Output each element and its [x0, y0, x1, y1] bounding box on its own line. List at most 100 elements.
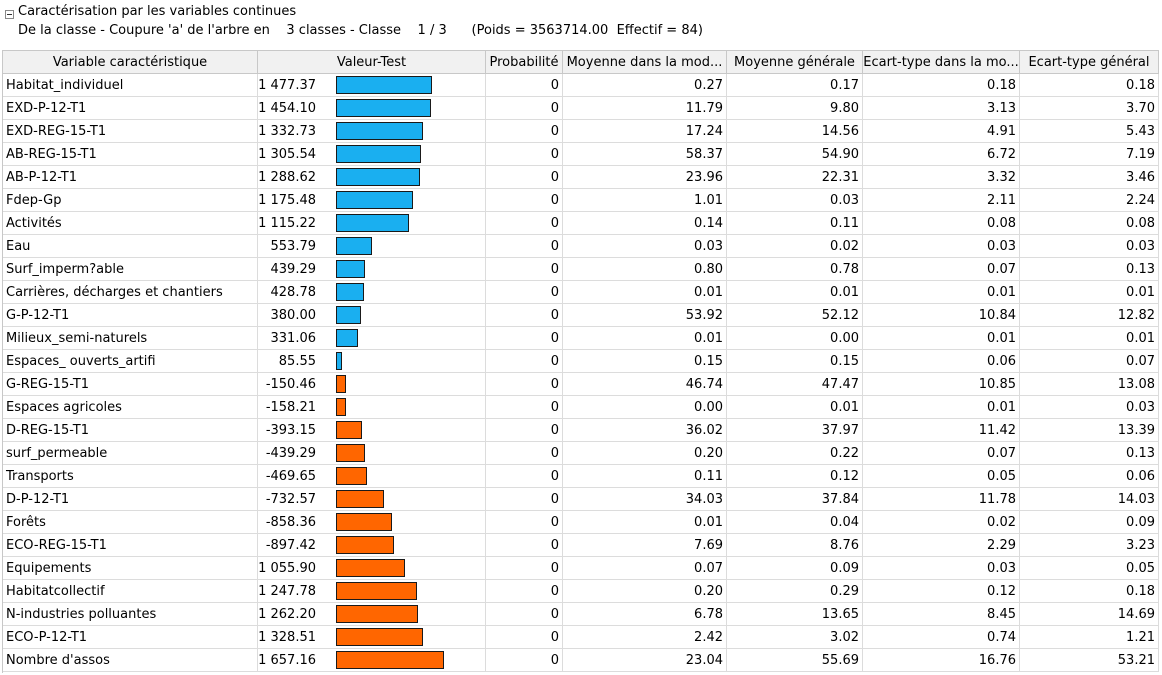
valeur-test-value: -858.36 [265, 515, 316, 530]
cell-valeur-test: -393.15 [258, 419, 486, 442]
cell-moyenne-modalite: 6.78 [563, 603, 727, 626]
table-row[interactable]: Espaces_ ouverts_artifi 85.55 0 0.15 0.15 0.0… [3, 350, 1159, 373]
table-row[interactable]: D-REG-15-T1 -393.15 0 36.02 37.97 11.42 13.39 [3, 419, 1159, 442]
cell-moyenne-modalite: 7.69 [563, 534, 727, 557]
cell-valeur-test: 1 332.73 [258, 120, 486, 143]
negative-bar [336, 513, 392, 531]
cell-ecart-type-general: 5.43 [1020, 120, 1159, 143]
valeur-test-value: 439.29 [270, 262, 317, 277]
cell-probabilite: 0 [486, 396, 563, 419]
negative-bar [336, 421, 362, 439]
negative-bar [336, 444, 365, 462]
cell-probabilite: 0 [486, 488, 563, 511]
cell-variable: Espaces_ ouverts_artifi [3, 350, 258, 373]
column-header-moyenne-modalite[interactable]: Moyenne dans la mod... [563, 51, 727, 74]
table-row[interactable]: N-industries polluantes -1 262.20 0 6.78 13.… [3, 603, 1159, 626]
cell-variable: Espaces agricoles [3, 396, 258, 419]
cell-moyenne-generale: 0.29 [727, 580, 863, 603]
table-row[interactable]: EXD-REG-15-T1 1 332.73 0 17.24 14.56 4.91 5.43 [3, 120, 1159, 143]
cell-valeur-test: -858.36 [258, 511, 486, 534]
cell-ecart-type-general: 2.24 [1020, 189, 1159, 212]
table-row[interactable]: Activités 1 115.22 0 0.14 0.11 0.08 0.08 [3, 212, 1159, 235]
cell-moyenne-modalite: 0.00 [563, 396, 727, 419]
cell-variable: G-P-12-T1 [3, 304, 258, 327]
cell-moyenne-modalite: 53.92 [563, 304, 727, 327]
subtitle-classes: 3 classes - Classe [286, 23, 401, 38]
valeur-test-value: -1 657.16 [258, 653, 316, 668]
collapse-toggle-icon[interactable] [5, 10, 14, 19]
cell-valeur-test: 1 288.62 [258, 166, 486, 189]
subtitle-stats: (Poids = 3563714.00 Effectif = 84) [471, 23, 703, 38]
column-header-ecart-type-modalite[interactable]: Ecart-type dans la mo... [863, 51, 1020, 74]
table-row[interactable]: ECO-P-12-T1 -1 328.51 0 2.42 3.02 0.74 1.21 [3, 626, 1159, 649]
cell-ecart-type-general: 3.70 [1020, 97, 1159, 120]
column-header-ecart-type-general[interactable]: Ecart-type général [1020, 51, 1159, 74]
table-row[interactable]: Nombre d'assos -1 657.16 0 23.04 55.69 16.76 5… [3, 649, 1159, 672]
valeur-test-value: -439.29 [265, 446, 316, 461]
table-row[interactable]: AB-P-12-T1 1 288.62 0 23.96 22.31 3.32 3.46 [3, 166, 1159, 189]
valeur-test-value: -1 247.78 [258, 584, 316, 599]
table-row[interactable]: EXD-P-12-T1 1 454.10 0 11.79 9.80 3.13 3.70 [3, 97, 1159, 120]
column-header-probabilite[interactable]: Probabilité [486, 51, 563, 74]
cell-variable: Eau [3, 235, 258, 258]
cell-valeur-test: 439.29 [258, 258, 486, 281]
cell-moyenne-generale: 14.56 [727, 120, 863, 143]
table-row[interactable]: Fdep-Gp 1 175.48 0 1.01 0.03 2.11 2.24 [3, 189, 1159, 212]
cell-variable: Habitatcollectif [3, 580, 258, 603]
table-row[interactable]: Carrières, décharges et chantiers 428.78 0… [3, 281, 1159, 304]
positive-bar [336, 306, 361, 324]
table-row[interactable]: Milieux_semi-naturels 331.06 0 0.01 0.00 0.01… [3, 327, 1159, 350]
cell-valeur-test: 1 305.54 [258, 143, 486, 166]
table-row[interactable]: Eau 553.79 0 0.03 0.02 0.03 0.03 [3, 235, 1159, 258]
cell-moyenne-modalite: 0.03 [563, 235, 727, 258]
table-row[interactable]: Habitat_individuel 1 477.37 0 0.27 0.17 0.18 0… [3, 74, 1159, 97]
column-header-variable[interactable]: Variable caractéristique [3, 51, 258, 74]
cell-variable: AB-REG-15-T1 [3, 143, 258, 166]
cell-ecart-type-modalite: 2.29 [863, 534, 1020, 557]
cell-valeur-test: 85.55 [258, 350, 486, 373]
cell-ecart-type-modalite: 0.06 [863, 350, 1020, 373]
positive-bar [336, 191, 413, 209]
cell-ecart-type-modalite: 0.18 [863, 74, 1020, 97]
cell-probabilite: 0 [486, 626, 563, 649]
cell-valeur-test: 1 115.22 [258, 212, 486, 235]
column-header-valeur-test[interactable]: Valeur-Test [258, 51, 486, 74]
cell-valeur-test: -158.21 [258, 396, 486, 419]
table-row[interactable]: Espaces agricoles -158.21 0 0.00 0.01 0.01 0.0… [3, 396, 1159, 419]
table-row[interactable]: G-REG-15-T1 -150.46 0 46.74 47.47 10.85 13.08 [3, 373, 1159, 396]
table-row[interactable]: Equipements -1 055.90 0 0.07 0.09 0.03 0.05 [3, 557, 1159, 580]
table-row[interactable]: Transports -469.65 0 0.11 0.12 0.05 0.06 [3, 465, 1159, 488]
valeur-test-value: -393.15 [265, 423, 316, 438]
negative-bar [336, 467, 367, 485]
cell-ecart-type-modalite: 0.07 [863, 258, 1020, 281]
table-row[interactable]: AB-REG-15-T1 1 305.54 0 58.37 54.90 6.72 7.19 [3, 143, 1159, 166]
column-header-moyenne-generale[interactable]: Moyenne générale [727, 51, 863, 74]
cell-moyenne-generale: 0.02 [727, 235, 863, 258]
table-row[interactable]: G-P-12-T1 380.00 0 53.92 52.12 10.84 12.82 [3, 304, 1159, 327]
table-row[interactable]: surf_permeable -439.29 0 0.20 0.22 0.07 0.13 [3, 442, 1159, 465]
cell-valeur-test: -1 657.16 [258, 649, 486, 672]
table-row[interactable]: ECO-REG-15-T1 -897.42 0 7.69 8.76 2.29 3.23 [3, 534, 1159, 557]
table-row[interactable]: Surf_imperm?able 439.29 0 0.80 0.78 0.07 0.13 [3, 258, 1159, 281]
subtitle-class-index: 1 / 3 [417, 23, 447, 38]
cell-valeur-test: -469.65 [258, 465, 486, 488]
cell-variable: EXD-REG-15-T1 [3, 120, 258, 143]
cell-ecart-type-general: 0.01 [1020, 281, 1159, 304]
cell-ecart-type-modalite: 3.13 [863, 97, 1020, 120]
cell-probabilite: 0 [486, 534, 563, 557]
table-row[interactable]: Forêts -858.36 0 0.01 0.04 0.02 0.09 [3, 511, 1159, 534]
cell-moyenne-generale: 0.03 [727, 189, 863, 212]
cell-moyenne-modalite: 23.04 [563, 649, 727, 672]
cell-variable: ECO-REG-15-T1 [3, 534, 258, 557]
cell-valeur-test: 1 175.48 [258, 189, 486, 212]
cell-ecart-type-general: 0.08 [1020, 212, 1159, 235]
cell-valeur-test: 331.06 [258, 327, 486, 350]
cell-probabilite: 0 [486, 166, 563, 189]
cell-ecart-type-modalite: 2.11 [863, 189, 1020, 212]
table-row[interactable]: Habitatcollectif -1 247.78 0 0.20 0.29 0.12 0.… [3, 580, 1159, 603]
table-row[interactable]: D-P-12-T1 -732.57 0 34.03 37.84 11.78 14.03 [3, 488, 1159, 511]
cell-moyenne-generale: 13.65 [727, 603, 863, 626]
positive-bar [336, 76, 432, 94]
cell-moyenne-modalite: 36.02 [563, 419, 727, 442]
cell-ecart-type-general: 13.08 [1020, 373, 1159, 396]
